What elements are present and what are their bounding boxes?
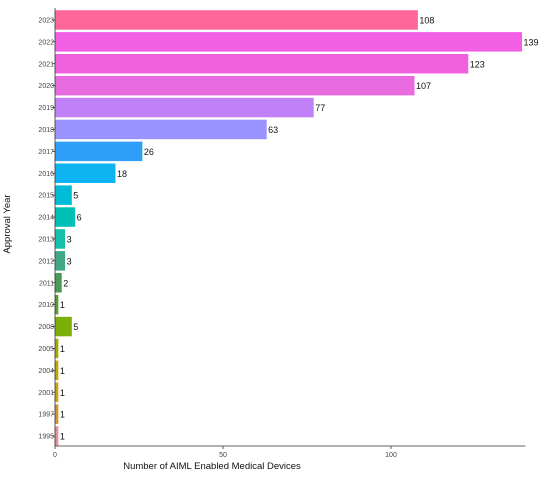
value-label-2001: 1	[60, 388, 65, 398]
value-label-2017: 26	[144, 147, 154, 157]
value-label-1995: 1	[60, 432, 65, 442]
y-tick-label-2005: 2005	[38, 346, 54, 353]
bar-2013	[55, 229, 66, 249]
y-tick-label-1995: 1995	[38, 434, 54, 441]
y-tick-label-2023: 2023	[38, 17, 54, 24]
bar-2014	[55, 207, 76, 227]
value-label-2014: 6	[77, 213, 82, 223]
x-axis: 0 50 100	[53, 445, 526, 459]
value-label-2016: 18	[117, 169, 127, 179]
bar-2010	[55, 294, 59, 315]
bars-group	[55, 10, 523, 446]
value-label-2023: 108	[419, 15, 434, 25]
x-tick-label-0: 0	[53, 452, 57, 459]
bar-2023	[55, 10, 418, 30]
bar-2018	[55, 119, 267, 140]
bar-2019	[55, 97, 314, 118]
value-label-2018: 63	[268, 125, 278, 135]
bar-2022	[55, 32, 523, 52]
y-tick-label-2021: 2021	[38, 61, 54, 68]
bar-2020	[55, 75, 415, 96]
y-tick-label-2018: 2018	[38, 127, 54, 134]
value-label-2019: 77	[315, 103, 325, 113]
bar-2021	[55, 54, 469, 74]
bar-1995	[55, 426, 59, 446]
y-tick-label-2008: 2008	[38, 324, 54, 331]
value-label-1997: 1	[60, 410, 65, 420]
x-tick-label-50: 50	[219, 452, 227, 459]
y-tick-label-2019: 2019	[38, 105, 54, 112]
value-label-2004: 1	[60, 366, 65, 376]
bar-2008	[55, 316, 72, 337]
y-tick-label-2017: 2017	[38, 149, 54, 156]
bar-2001	[55, 382, 59, 402]
value-label-2013: 3	[67, 234, 72, 244]
y-tick-label-2004: 2004	[38, 368, 54, 375]
bar-2016	[55, 163, 116, 183]
y-tick-label-2013: 2013	[38, 236, 54, 243]
y-axis: 2023 2022 2021 2020 2019 2018 2017 2016 2015 2014…	[38, 8, 56, 446]
bar-2017	[55, 141, 143, 162]
y-tick-label-2010: 2010	[38, 302, 54, 309]
y-tick-label-2011: 2011	[39, 280, 54, 287]
bar-2012	[55, 251, 66, 271]
value-label-2022: 139	[524, 37, 539, 47]
value-label-2005: 1	[60, 344, 65, 354]
y-tick-label-2015: 2015	[38, 193, 54, 200]
value-label-2011: 2	[63, 278, 68, 288]
value-label-2008: 5	[73, 322, 78, 332]
value-label-2021: 123	[470, 59, 485, 69]
value-label-2015: 5	[73, 191, 78, 201]
y-tick-label-2001: 2001	[38, 390, 54, 397]
bar-2011	[55, 273, 62, 293]
value-label-2012: 3	[67, 256, 72, 266]
y-tick-label-2014: 2014	[38, 215, 54, 222]
bar-2004	[55, 360, 59, 381]
y-tick-label-2020: 2020	[38, 83, 54, 90]
x-axis-title: Number of AIML Enabled Medical Devices	[123, 461, 301, 472]
y-tick-label-1997: 1997	[38, 412, 54, 419]
bar-2005	[55, 338, 59, 359]
bar-1997	[55, 404, 59, 424]
y-tick-label-2022: 2022	[38, 39, 54, 46]
bar-2015	[55, 185, 72, 205]
value-label-2020: 107	[416, 81, 431, 91]
value-label-2010: 1	[60, 300, 65, 310]
y-tick-label-2016: 2016	[38, 171, 54, 178]
y-tick-label-2012: 2012	[38, 258, 54, 265]
x-tick-label-100: 100	[385, 452, 397, 459]
y-axis-title: Approval Year	[2, 194, 13, 253]
